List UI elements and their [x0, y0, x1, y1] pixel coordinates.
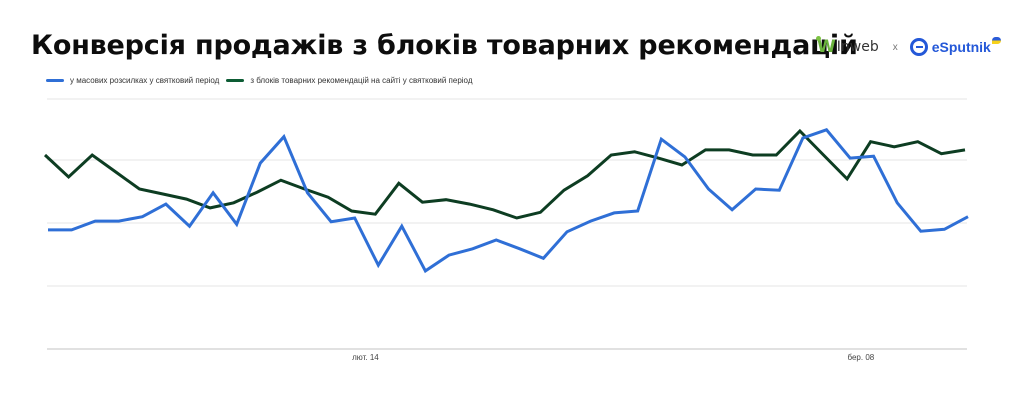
series-line — [43, 128, 966, 220]
legend-label: у масових розсилках у святковий період — [70, 76, 220, 85]
series-lines — [43, 128, 969, 274]
legend-swatch-blue — [46, 79, 64, 82]
inweb-logo: W Inweb — [816, 36, 879, 57]
esputnik-logo: eSputnik — [909, 36, 1001, 56]
series-line — [48, 128, 969, 274]
partner-logos: W Inweb x eSputnik — [816, 36, 1001, 58]
legend-swatch-green — [226, 79, 245, 82]
esputnik-logo-text: eSputnik — [931, 39, 991, 55]
x-tick-label: лют. 14 — [352, 353, 379, 362]
legend-item-recommendations: з блоків товарних рекомендацій на сайті … — [226, 76, 473, 85]
chart-legend: у масових розсилках у святковий період з… — [46, 76, 480, 85]
ukraine-heart-icon — [991, 36, 1001, 44]
chart-title: Конверсія продажів з блоків товарних рек… — [31, 30, 858, 61]
legend-item-mass-mailing: у масових розсилках у святковий період — [46, 76, 219, 85]
inweb-w-icon: W — [816, 36, 836, 57]
legend-label: з блоків товарних рекомендацій на сайті … — [250, 76, 473, 85]
gridlines — [47, 98, 967, 350]
x-tick-label: бер. 08 — [847, 353, 875, 362]
inweb-logo-text: Inweb — [836, 39, 879, 55]
logo-separator: x — [892, 41, 898, 53]
esputnik-e-icon — [909, 38, 928, 56]
